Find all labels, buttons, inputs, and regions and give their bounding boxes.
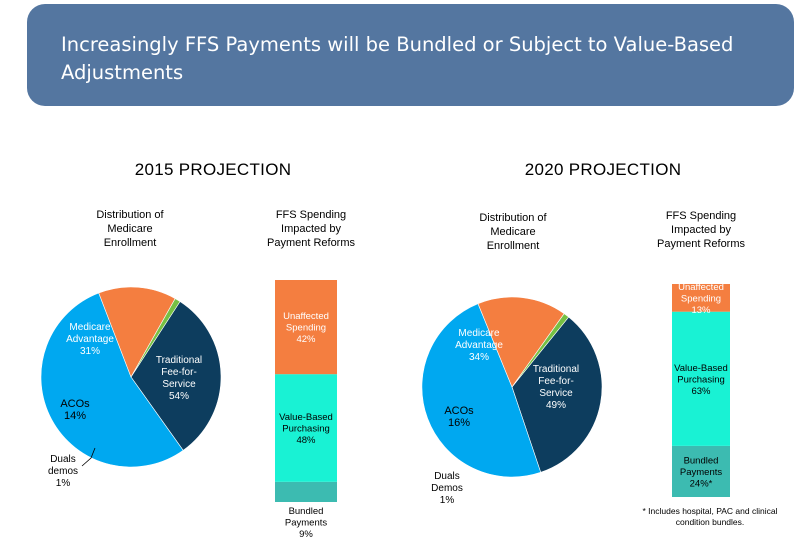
pie-0-slice-acos [98, 286, 176, 378]
pie-2015-title: Distribution of Medicare Enrollment [96, 209, 164, 249]
pie-1-slice-acos [477, 296, 565, 388]
footnote: * Includes hospital, PAC and clinical co… [642, 506, 778, 527]
bar-2020-title: FFS Spending Impacted by Payment Reforms [656, 210, 746, 250]
pie-0-slice-medicare-advantage [130, 301, 222, 451]
bar-0-label-2: Unaffected Spending 42% [283, 311, 329, 345]
bar-2015-title: FFS Spending Impacted by Payment Reforms [266, 209, 356, 249]
bar-1-segment-unaffected-spending [672, 284, 730, 312]
bar-0-segment-bundled-payments [275, 481, 337, 502]
pie-1-slice-duals-demos [511, 313, 570, 388]
pie-0-label-3: Duals demos 1% [48, 454, 78, 489]
pie-1-slice-medicare-advantage [511, 316, 603, 473]
bar-0-label-1: Value-Based Purchasing 48% [279, 412, 333, 446]
projection-2020-title: 2020 PROJECTION [524, 160, 682, 179]
pie-0-leader-line [81, 447, 96, 467]
projection-2015-title: 2015 PROJECTION [134, 160, 292, 179]
pie-0-label-1: Traditional Fee-for-Service 54% [156, 355, 202, 402]
pie-0-label-0: Medicare Advantage 31% [66, 322, 114, 357]
bar-1-label-0: Bundled Payments 24%* [680, 455, 722, 489]
pie-2020-title: Distribution of Medicare Enrollment [479, 212, 547, 252]
bar-1-label-1: Value-Based Purchasing 63% [674, 363, 728, 397]
pie-1-slice-traditional-fee-for-service [421, 303, 542, 478]
pie-0-label-2: ACOs 14% [60, 398, 90, 422]
title-banner: Increasingly FFS Payments will be Bundle… [27, 4, 794, 106]
bar-1-segment-value-based-purchasing [672, 311, 730, 446]
bar-0-label-0: Bundled Payments 9% [285, 506, 327, 540]
pie-0-slice-traditional-fee-for-service [40, 292, 184, 468]
bar-1-label-2: Unaffected Spending 13% [678, 282, 724, 316]
pie-1-label-1: Traditional Fee-for-Service 49% [533, 364, 579, 411]
bar-0-segment-value-based-purchasing [275, 374, 337, 482]
pie-1-label-2: ACOs 16% [444, 405, 474, 429]
pie-1-label-0: Medicare Advantage 34% [455, 328, 503, 363]
page-title: Increasingly FFS Payments will be Bundle… [61, 33, 734, 84]
pie-1-label-3: Duals Demos 1% [431, 471, 463, 506]
bar-0-segment-unaffected-spending [275, 280, 337, 375]
pie-0-slice-duals-demos [130, 298, 181, 378]
bar-1-segment-bundled-payments [672, 445, 730, 497]
